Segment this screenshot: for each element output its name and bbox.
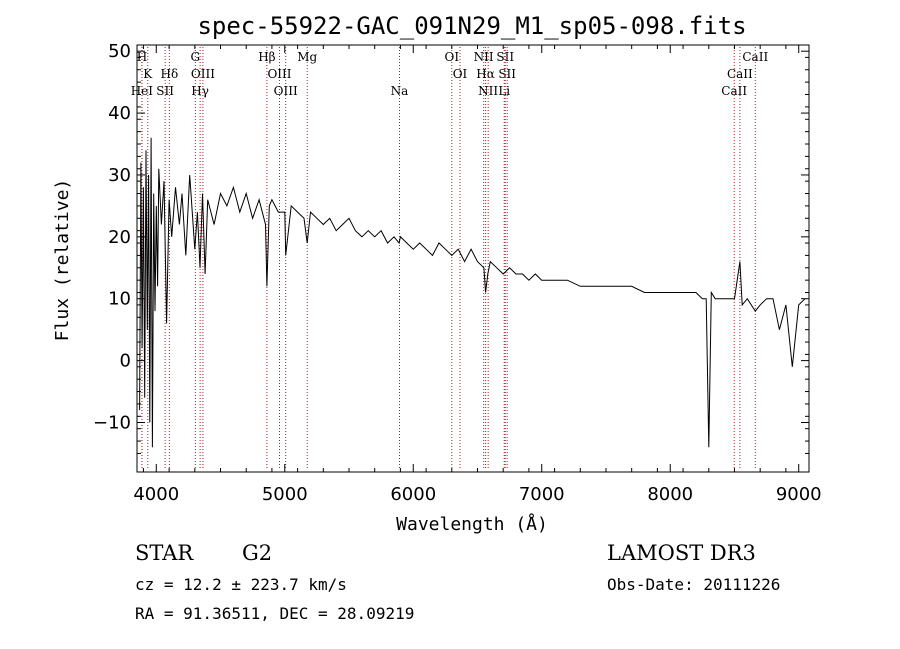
y-tick-label: 40 (108, 103, 131, 124)
chart-title: spec-55922-GAC_091N29_M1_sp05-098.fits (197, 12, 746, 40)
line-marker-label: NII (474, 50, 494, 64)
x-tick-label: 5000 (262, 484, 308, 505)
line-marker-label: K (143, 67, 153, 81)
obs-date-text: Obs-Date: 20111226 (607, 575, 780, 594)
line-marker-label: Hγ (191, 84, 209, 98)
line-marker-label: SII (496, 50, 514, 64)
line-marker-label: Li (498, 84, 510, 98)
y-tick-label: 10 (108, 289, 131, 310)
line-marker-label: OIII (191, 67, 215, 81)
y-tick-label: 30 (108, 165, 131, 186)
line-marker-label: OI (453, 67, 468, 81)
y-tick-label: 50 (108, 41, 131, 62)
line-marker-label: CaII (727, 67, 753, 81)
survey-name: LAMOST DR3 (607, 541, 756, 565)
line-marker-label: Hα (476, 67, 495, 81)
line-marker-label: OIII (274, 84, 298, 98)
line-marker-label: HeI (131, 84, 154, 98)
line-marker-label: SII (156, 84, 174, 98)
coords-text: RA = 91.36511, DEC = 28.09219 (135, 604, 414, 623)
y-tick-label: 20 (108, 227, 131, 248)
line-marker-label: CaII (742, 50, 768, 64)
x-tick-label: 9000 (776, 484, 822, 505)
y-tick-label: 0 (120, 351, 131, 372)
line-marker-label: Mg (297, 50, 317, 64)
line-marker-label: SII (498, 67, 516, 81)
axis-ticks: 4000 5000 6000 7000 8000 9000 −10 0 10 20 30 40 50 (93, 41, 822, 505)
y-tick-label: −10 (93, 412, 131, 433)
line-marker-label: CaII (721, 84, 747, 98)
plot-frame (136, 44, 810, 473)
spectrum-line (139, 137, 806, 448)
line-marker-label: OI (445, 50, 460, 64)
x-tick-label: 8000 (647, 484, 693, 505)
line-marker-label: OIII (267, 67, 291, 81)
redshift-text: cz = 12.2 ± 223.7 km/s (135, 575, 347, 594)
x-tick-label: 7000 (519, 484, 565, 505)
line-marker-label: Na (391, 84, 409, 98)
object-subclass: G2 (242, 541, 272, 565)
line-marker-label: Hδ (161, 67, 179, 81)
line-marker-label: G (191, 50, 201, 64)
x-tick-label: 4000 (133, 484, 179, 505)
x-tick-label: 6000 (390, 484, 436, 505)
y-axis-label: Flux (relative) (52, 179, 73, 342)
object-class: STAR (135, 541, 194, 565)
line-marker-label: Hβ (258, 50, 275, 64)
line-marker-label: NII (478, 84, 498, 98)
x-axis-label: Wavelength (Å) (396, 513, 548, 535)
